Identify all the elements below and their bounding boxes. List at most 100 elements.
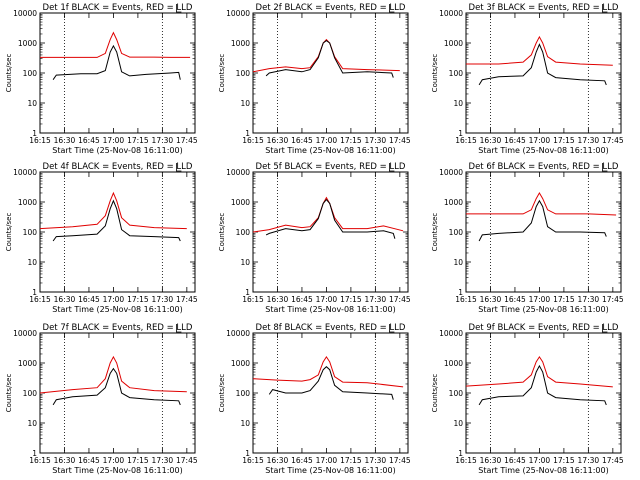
y-tick-label: 1 (32, 129, 37, 138)
title-mark (176, 163, 182, 172)
lld-series-line (40, 31, 191, 58)
x-tick-label: 17:45 (176, 456, 198, 465)
y-axis-label: Counts/sec (5, 54, 13, 93)
x-tick-label: 16:30 (54, 136, 76, 145)
x-tick-label: 17:30 (152, 295, 174, 304)
y-axis-label: Counts/sec (431, 374, 439, 413)
y-tick-label: 1 (458, 129, 463, 138)
y-tick-label: 1000 (444, 198, 463, 207)
lld-series-line (252, 355, 404, 388)
y-tick-label: 1 (32, 288, 37, 297)
y-tick-label: 1 (32, 449, 37, 458)
panel-title: Det 3f BLACK = Events, RED = LLD (469, 3, 619, 13)
y-tick-label: 100 (236, 228, 251, 237)
x-axis-label: Start Time (25-Nov-08 16:11:00) (478, 305, 608, 314)
title-mark (602, 163, 608, 172)
detector-panel: Det 4f BLACK = Events, RED = LLD 1 10 100 10… (5, 162, 198, 314)
x-tick-label: 16:15 (242, 136, 264, 145)
lld-series-line (466, 35, 613, 66)
panel-title: Det 9f BLACK = Events, RED = LLD (469, 323, 619, 333)
x-tick-label: 16:45 (291, 136, 313, 145)
x-tick-label: 17:00 (316, 136, 338, 145)
x-tick-label: 17:00 (103, 456, 125, 465)
panel-title: Det 1f BLACK = Events, RED = LLD (43, 3, 193, 13)
detector-panel: Det 1f BLACK = Events, RED = LLD 1 10 100 10… (5, 3, 198, 155)
x-tick-label: 17:45 (602, 136, 624, 145)
x-tick-label: 16:45 (78, 456, 100, 465)
y-tick-label: 1 (245, 129, 250, 138)
panel-title: Det 6f BLACK = Events, RED = LLD (469, 162, 619, 172)
y-tick-label: 1000 (18, 359, 37, 368)
y-tick-label: 100 (449, 69, 464, 78)
x-tick-label: 17:30 (578, 295, 600, 304)
events-series-line (478, 43, 607, 86)
x-tick-label: 16:15 (242, 295, 264, 304)
x-tick-label: 17:30 (152, 136, 174, 145)
y-tick-label: 1 (458, 449, 463, 458)
lld-series-line (39, 355, 187, 394)
y-tick-label: 10000 (226, 329, 250, 338)
x-tick-label: 17:00 (103, 136, 125, 145)
lld-series-line (252, 38, 400, 73)
y-tick-label: 10 (453, 99, 463, 108)
panel-title: Det 7f BLACK = Events, RED = LLD (43, 323, 193, 333)
x-tick-label: 16:45 (291, 295, 313, 304)
y-tick-label: 10 (27, 419, 37, 428)
panel-title: Det 8f BLACK = Events, RED = LLD (256, 323, 406, 333)
x-tick-label: 17:30 (578, 456, 600, 465)
y-tick-label: 1000 (18, 198, 37, 207)
y-tick-label: 100 (236, 69, 251, 78)
x-axis-label: Start Time (25-Nov-08 16:11:00) (265, 146, 395, 155)
plot-frame (252, 332, 409, 454)
events-series-line (265, 198, 396, 239)
panel-title: Det 5f BLACK = Events, RED = LLD (256, 162, 406, 172)
x-tick-label: 16:15 (29, 456, 51, 465)
y-axis-label: Counts/sec (218, 374, 226, 413)
y-tick-label: 10 (453, 419, 463, 428)
y-tick-label: 100 (23, 69, 38, 78)
x-tick-label: 16:15 (455, 456, 477, 465)
y-tick-label: 1000 (18, 39, 37, 48)
x-tick-label: 16:30 (54, 456, 76, 465)
x-tick-label: 17:30 (578, 136, 600, 145)
x-tick-label: 16:45 (504, 456, 526, 465)
y-tick-label: 1 (245, 449, 250, 458)
y-tick-label: 10 (27, 99, 37, 108)
events-series-line (52, 44, 181, 80)
x-tick-label: 16:45 (78, 136, 100, 145)
x-tick-label: 17:45 (389, 136, 411, 145)
y-tick-label: 1000 (231, 198, 250, 207)
y-tick-label: 10000 (13, 329, 37, 338)
x-tick-label: 17:45 (389, 295, 411, 304)
x-tick-label: 16:45 (78, 295, 100, 304)
x-tick-label: 16:45 (291, 456, 313, 465)
y-tick-label: 1000 (444, 359, 463, 368)
lld-series-line (466, 192, 617, 216)
x-tick-label: 16:15 (29, 295, 51, 304)
detector-panel: Det 5f BLACK = Events, RED = LLD 1 10 100 10… (218, 162, 411, 314)
plot-frame (252, 171, 409, 293)
title-mark (389, 4, 395, 13)
plot-frame (465, 171, 622, 293)
x-tick-label: 16:30 (480, 295, 502, 304)
y-tick-label: 100 (449, 228, 464, 237)
panel-title: Det 4f BLACK = Events, RED = LLD (43, 162, 193, 172)
x-axis-label: Start Time (25-Nov-08 16:11:00) (478, 466, 608, 475)
y-tick-label: 10000 (13, 9, 37, 18)
panel-title: Det 2f BLACK = Events, RED = LLD (256, 3, 406, 13)
y-tick-label: 10000 (439, 9, 463, 18)
y-tick-label: 100 (449, 389, 464, 398)
title-mark (389, 163, 395, 172)
x-tick-label: 17:30 (365, 136, 387, 145)
x-tick-label: 17:45 (176, 136, 198, 145)
title-mark (176, 4, 182, 13)
y-tick-label: 10000 (226, 9, 250, 18)
plot-frame (465, 332, 622, 454)
y-tick-label: 10000 (13, 168, 37, 177)
plot-frame (39, 332, 196, 454)
x-tick-label: 17:30 (152, 456, 174, 465)
y-tick-label: 10000 (226, 168, 250, 177)
x-axis-label: Start Time (25-Nov-08 16:11:00) (52, 146, 182, 155)
y-tick-label: 10 (453, 258, 463, 267)
